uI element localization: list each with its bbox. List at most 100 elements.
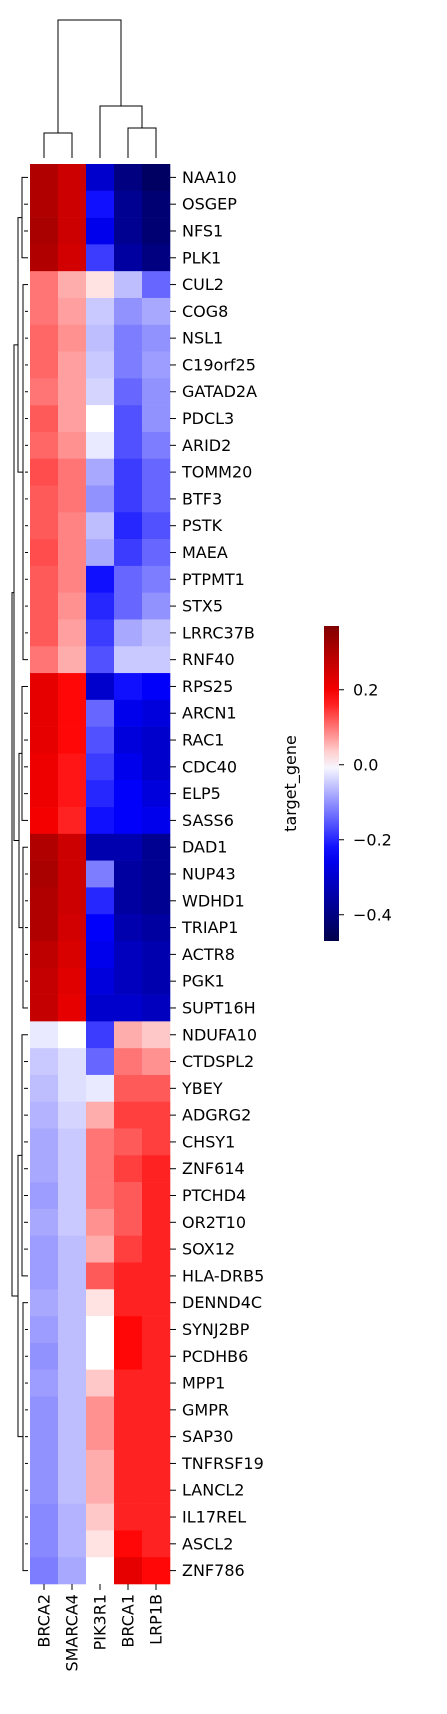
heatmap-cell-plk1-smarca4 [58, 244, 87, 272]
colorbar-gradient [324, 626, 339, 941]
heatmap-cell-btf3-smarca4 [58, 485, 87, 513]
row-labels: NAA10 OSGEP NFS1 PLK1 CUL2 COG8 NSL1 C19orf25 GA… [170, 168, 264, 1580]
heatmap-cell-maea-smarca4 [58, 539, 87, 567]
row-label-actr8: ACTR8 [182, 945, 235, 964]
row-label-hla-drb5: HLA-DRB5 [182, 1266, 264, 1285]
row-label-rps25: RPS25 [182, 677, 233, 696]
heatmap-cell-cdc40-pik3r1 [86, 753, 115, 781]
row-label-ptpmt1: PTPMT1 [182, 570, 245, 589]
heatmap-cell-pgk1-lrp1b [142, 967, 171, 995]
heatmap-cell-cog8-pik3r1 [86, 297, 115, 326]
heatmap-cell-nup43-smarca4 [58, 860, 87, 888]
heatmap-cell-or2t10-brca1 [114, 1208, 143, 1236]
heatmap-cell-cul2-brca1 [114, 271, 143, 299]
heatmap-cell-mpp1-pik3r1 [86, 1369, 115, 1397]
dendrogram-link [21, 685, 24, 821]
heatmap-cell-maea-brca1 [114, 539, 143, 567]
row-label-synj2bp: SYNJ2BP [182, 1320, 250, 1339]
heatmap-cell-osgep-lrp1b [142, 190, 171, 218]
heatmap-cell-pstk-lrp1b [142, 512, 171, 540]
heatmap-cell-rac1-lrp1b [142, 726, 171, 754]
row-label-stx5: STX5 [182, 597, 223, 616]
heatmap-cell-naa10-brca2 [30, 164, 59, 192]
heatmap-cell-rnf40-smarca4 [58, 646, 87, 674]
heatmap-cell-dad1-brca1 [114, 833, 143, 861]
heatmap-cell-cog8-smarca4 [58, 297, 87, 326]
heatmap-cell-nfs1-brca1 [114, 217, 143, 245]
heatmap-cell-ctdspl2-brca1 [114, 1048, 143, 1076]
heatmap-cell-wdhd1-pik3r1 [86, 887, 115, 915]
heatmap-cell-arcn1-smarca4 [58, 699, 87, 727]
heatmap-cell-gmpr-lrp1b [142, 1396, 171, 1424]
heatmap-cell-synj2bp-brca1 [114, 1316, 143, 1344]
heatmap-cell-sass6-brca2 [30, 807, 59, 835]
heatmap-cell-sox12-pik3r1 [86, 1235, 115, 1263]
heatmap-cell-hla-drb5-brca1 [114, 1262, 143, 1290]
row-label-tnfrsf19: TNFRSF19 [181, 1454, 264, 1473]
heatmap-cell-sap30-lrp1b [142, 1423, 171, 1451]
heatmap-cell-dennd4c-pik3r1 [86, 1289, 115, 1317]
heatmap-cell-plk1-pik3r1 [86, 244, 115, 272]
colorbar-label: target_gene [281, 735, 301, 832]
column-label-brca2: BRCA2 [35, 1594, 54, 1648]
heatmap-cell-lrrc37b-pik3r1 [86, 619, 115, 647]
heatmap-cell-naa10-pik3r1 [86, 164, 115, 192]
row-label-or2t10: OR2T10 [182, 1213, 246, 1232]
row-label-lrrc37b: LRRC37B [182, 623, 255, 642]
row-label-cul2: CUL2 [182, 275, 224, 294]
row-label-c19orf25: C19orf25 [182, 355, 256, 374]
row-label-wdhd1: WDHD1 [182, 891, 245, 910]
row-label-nfs1: NFS1 [182, 221, 223, 240]
heatmap-cell-ndufa10-lrp1b [142, 1021, 171, 1049]
heatmap-cell-cdc40-brca1 [114, 753, 143, 781]
heatmap-cell-gatad2a-lrp1b [142, 378, 171, 406]
heatmap-cell-ascl2-lrp1b [142, 1530, 171, 1558]
heatmap-cell-arid2-smarca4 [58, 431, 87, 460]
heatmap-cell-pgk1-brca2 [30, 967, 59, 995]
dendrogram-link [127, 127, 157, 158]
heatmap-cell-arcn1-lrp1b [142, 699, 171, 727]
heatmap-cell-hla-drb5-lrp1b [142, 1262, 171, 1290]
heatmap-cell-hla-drb5-pik3r1 [86, 1262, 115, 1290]
heatmap-cell-lancl2-smarca4 [58, 1476, 87, 1504]
heatmap-cell-cog8-lrp1b [142, 297, 171, 326]
heatmap-cell-dad1-pik3r1 [86, 833, 115, 861]
row-label-sass6: SASS6 [182, 811, 234, 830]
heatmap-cell-chsy1-smarca4 [58, 1128, 87, 1156]
heatmap-cell-arid2-pik3r1 [86, 431, 115, 460]
heatmap-cell-ybey-brca2 [30, 1074, 59, 1103]
row-label-znf614: ZNF614 [182, 1159, 245, 1178]
heatmap-cell-ascl2-brca2 [30, 1530, 59, 1558]
heatmap-cell-sass6-smarca4 [58, 807, 87, 835]
heatmap-cell-rac1-brca1 [114, 726, 143, 754]
row-label-btf3: BTF3 [182, 489, 222, 508]
heatmap-cell-maea-lrp1b [142, 539, 171, 567]
column-labels: BRCA2 SMARCA4 PIK3R1 BRCA1 LRP1B [35, 1584, 166, 1672]
dendrogram-link [99, 105, 143, 158]
heatmap-cell-il17rel-lrp1b [142, 1503, 171, 1531]
heatmap-cell-wdhd1-smarca4 [58, 887, 87, 915]
row-label-ybey: YBEY [181, 1079, 223, 1098]
heatmap-cell-stx5-pik3r1 [86, 592, 115, 620]
row-label-chsy1: CHSY1 [182, 1132, 235, 1151]
heatmap-cell-supt16h-lrp1b [142, 994, 171, 1022]
heatmap-cell-or2t10-brca2 [30, 1208, 59, 1236]
heatmap-cell-triap1-lrp1b [142, 914, 171, 942]
heatmap-cell-rac1-smarca4 [58, 726, 87, 754]
heatmap-cell-arcn1-brca1 [114, 699, 143, 727]
heatmap-cell-ascl2-smarca4 [58, 1530, 87, 1558]
dendrogram-link [22, 1302, 25, 1572]
heatmap-cell-lancl2-brca2 [30, 1476, 59, 1504]
row-label-lancl2: LANCL2 [182, 1481, 244, 1500]
heatmap-cell-naa10-brca1 [114, 164, 143, 192]
heatmap-cell-elp5-brca2 [30, 780, 59, 808]
heatmap-cell-lrrc37b-smarca4 [58, 619, 87, 647]
heatmap-cell-pgk1-brca1 [114, 967, 143, 995]
row-label-cog8: COG8 [182, 302, 228, 321]
heatmap-cell-stx5-smarca4 [58, 592, 87, 620]
heatmap-cell-plk1-brca1 [114, 244, 143, 272]
heatmap-cell-btf3-pik3r1 [86, 485, 115, 513]
heatmap-cell-il17rel-pik3r1 [86, 1503, 115, 1531]
heatmap-cell-synj2bp-lrp1b [142, 1316, 171, 1344]
heatmap-cell-wdhd1-brca1 [114, 887, 143, 915]
